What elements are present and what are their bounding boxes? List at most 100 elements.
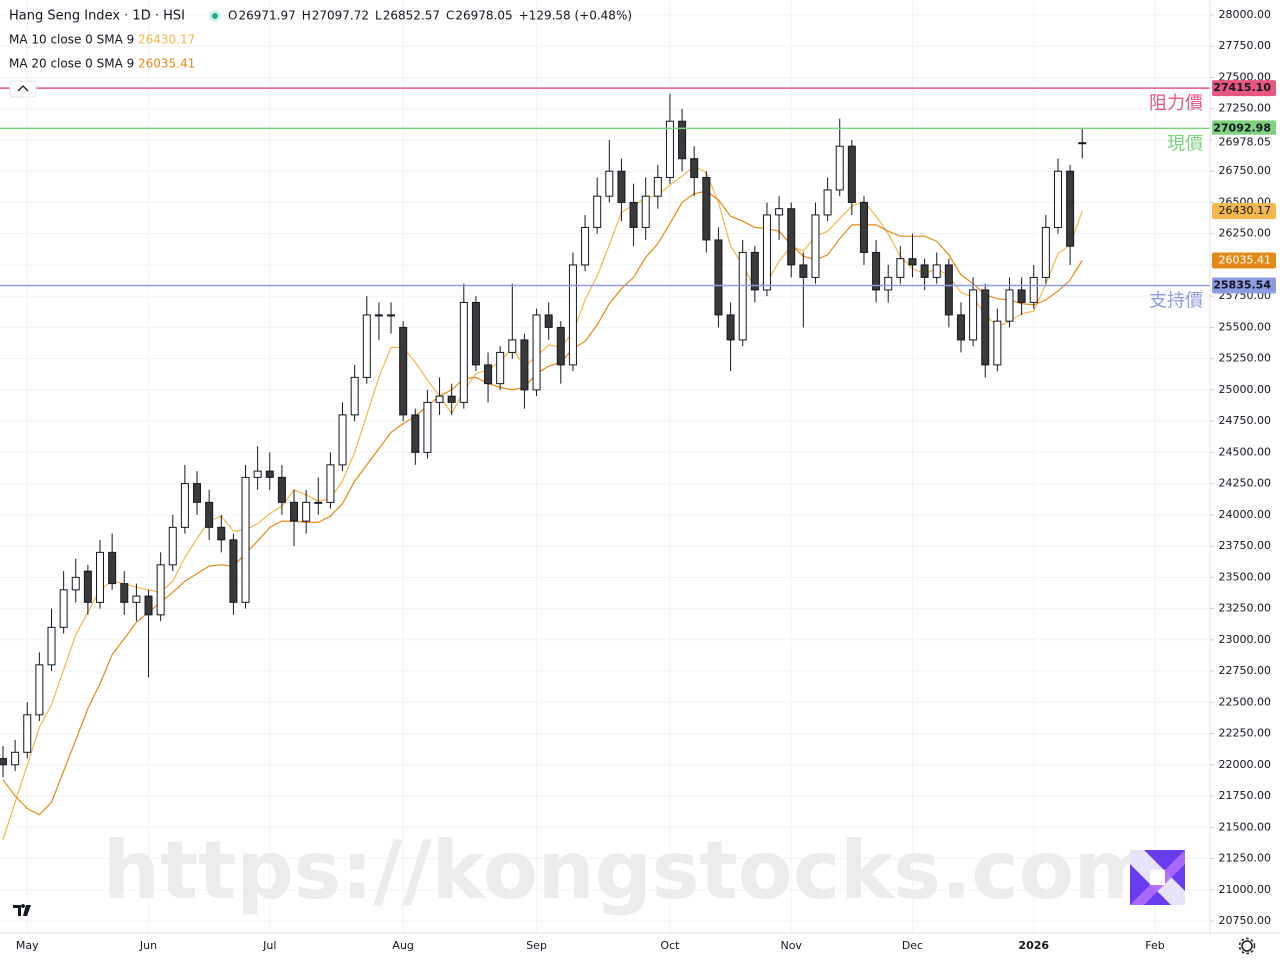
candle-body: [690, 158, 699, 178]
candle-body: [750, 251, 759, 291]
y-tick-label: 26750.00: [1219, 164, 1272, 177]
candle-body: [544, 314, 553, 328]
legend-value: 26430.17: [138, 33, 195, 47]
x-tick-label: Dec: [902, 939, 923, 952]
candle-body: [23, 714, 32, 753]
y-tick-label: 20750.00: [1219, 914, 1272, 927]
candle-body: [799, 264, 808, 278]
candle-body: [302, 501, 311, 522]
ohlc-value: 26971.97: [238, 9, 295, 23]
settings-icon[interactable]: [1238, 937, 1256, 955]
price-tag-label: 26430.17: [1219, 204, 1272, 217]
candle-body: [532, 314, 541, 391]
y-tick-label: 23000.00: [1219, 633, 1272, 646]
legend-name: MA 10 close 0 SMA 9: [9, 33, 134, 47]
x-tick-label: Nov: [780, 939, 802, 952]
candle-body: [508, 339, 517, 353]
ohlc-label: H: [302, 9, 311, 23]
ohlc-label: O: [228, 9, 237, 23]
candle-body: [1029, 276, 1038, 303]
candle-body: [447, 395, 456, 403]
y-tick-label: 25250.00: [1219, 352, 1272, 365]
tradingview-logo[interactable]: [10, 900, 38, 920]
grid: [0, 0, 1210, 933]
candle-body: [1017, 289, 1026, 303]
candle-body: [617, 170, 626, 203]
candle-body: [399, 326, 408, 416]
y-tick-label: 23500.00: [1219, 570, 1272, 583]
candle-body: [374, 314, 383, 317]
x-tick-label: Aug: [392, 939, 413, 952]
candle-body: [156, 564, 165, 616]
candle-body: [205, 501, 214, 528]
candle-body: [629, 201, 638, 228]
candle-body: [641, 195, 650, 228]
watermark: https://kongstocks.com: [103, 824, 1157, 917]
candle-body: [605, 170, 614, 197]
gear-teeth: [1238, 937, 1256, 955]
candle-body: [71, 576, 80, 591]
market-status-dot: [212, 13, 218, 19]
candle-body: [714, 239, 723, 316]
candle-body: [932, 264, 941, 278]
y-tick-label: 24000.00: [1219, 508, 1272, 521]
price-tag-label: 26978.05: [1219, 136, 1272, 149]
legend-name: MA 20 close 0 SMA 9: [9, 57, 134, 71]
symbol-title: Hang Seng Index · 1D · HSI: [9, 9, 185, 24]
candle-body: [496, 351, 505, 385]
candle-body: [738, 251, 747, 341]
candle-body: [872, 251, 881, 291]
y-tick-label: 24750.00: [1219, 414, 1272, 427]
candle-body: [981, 289, 990, 366]
candle-body: [568, 264, 577, 366]
candle-body: [920, 264, 929, 278]
candle-body: [969, 289, 978, 341]
candle-body: [471, 301, 480, 366]
x-tick-label: Oct: [660, 939, 680, 952]
level-name: 支持價: [1149, 290, 1203, 311]
y-tick-label: 23250.00: [1219, 602, 1272, 615]
y-tick-label: 21750.00: [1219, 789, 1272, 802]
candle-body: [326, 464, 335, 503]
ohlc-value: 26852.57: [383, 9, 440, 23]
x-tick-label: Feb: [1145, 939, 1164, 952]
gear: [1241, 940, 1253, 952]
ohlc-value: 27097.72: [312, 9, 369, 23]
y-tick-label: 28000.00: [1219, 8, 1272, 21]
x-tick-label: Sep: [526, 939, 547, 952]
candle-body: [581, 226, 590, 266]
candle-body: [241, 476, 250, 603]
candle-body: [1053, 170, 1062, 228]
candle-body: [47, 626, 56, 666]
candle-body: [0, 758, 7, 766]
y-tick-label: 22750.00: [1219, 664, 1272, 677]
y-tick-label: 22250.00: [1219, 727, 1272, 740]
candle-body: [726, 314, 735, 341]
ohlc-value: 26978.05: [455, 9, 512, 23]
x-tick-label: 2026: [1018, 939, 1049, 952]
candle-body: [180, 483, 189, 528]
legend-value: 26035.41: [138, 57, 195, 71]
y-tick-label: 27250.00: [1219, 102, 1272, 115]
ma-line: [2, 190, 1083, 816]
y-tick-label: 22500.00: [1219, 695, 1272, 708]
logo-mark: [13, 904, 31, 916]
y-tick-label: 24250.00: [1219, 477, 1272, 490]
candle-body: [1066, 170, 1075, 247]
candle-body: [11, 751, 20, 766]
price-tag: [1212, 80, 1276, 97]
candle-body: [678, 120, 687, 160]
y-tick-label: 25500.00: [1219, 320, 1272, 333]
candle-body: [132, 595, 141, 603]
candle-body: [362, 314, 371, 378]
candle-body: [314, 501, 323, 504]
candle-body: [253, 470, 262, 478]
collapse-button[interactable]: [9, 80, 37, 98]
candle-body: [265, 470, 274, 478]
candle-body: [1078, 142, 1087, 145]
candle-body: [387, 314, 396, 317]
y-tick-label: 26250.00: [1219, 227, 1272, 240]
candle-body: [144, 595, 153, 616]
